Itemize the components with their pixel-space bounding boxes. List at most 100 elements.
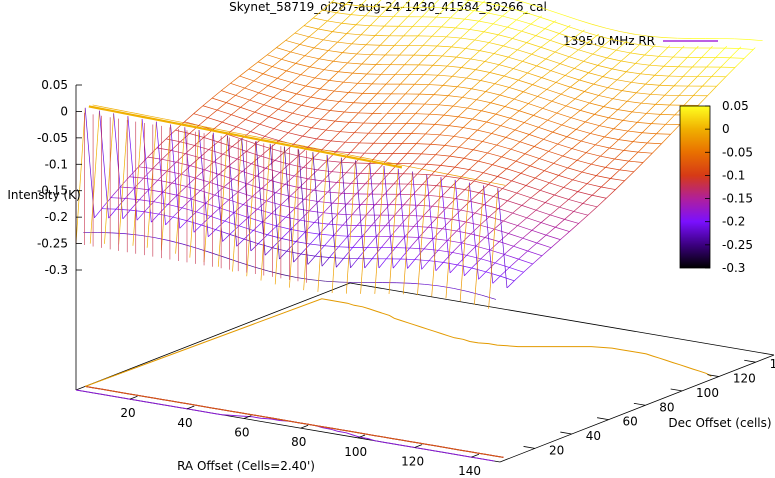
mesh-line [315, 255, 330, 258]
mesh-line [299, 145, 310, 155]
mesh-line [310, 279, 326, 282]
mesh-line [445, 7, 460, 10]
mesh-line [401, 43, 411, 54]
mesh-line [575, 59, 586, 68]
mesh-line [334, 50, 345, 60]
mesh-line [407, 257, 417, 269]
mesh-line [734, 38, 749, 40]
mesh-line [420, 53, 431, 64]
mesh-line [551, 31, 562, 40]
mesh-line [581, 71, 591, 79]
mesh-line [350, 81, 360, 91]
mesh-line [597, 165, 608, 175]
mesh-line [642, 92, 653, 102]
mesh-line [329, 40, 340, 50]
mesh-line [482, 70, 492, 80]
mesh-line [537, 27, 548, 35]
mesh-line [514, 98, 529, 104]
mesh-line [286, 250, 302, 255]
mesh-line [580, 110, 595, 115]
mesh-line [439, 63, 450, 74]
mesh-line [215, 229, 230, 235]
mesh-line [334, 151, 349, 156]
mesh-line [392, 256, 403, 269]
mesh-line [464, 18, 479, 22]
mesh-line [703, 45, 713, 56]
mesh-line [391, 162, 406, 167]
mesh-line [497, 176, 512, 182]
mesh-line [404, 0, 411, 6]
mesh-line [447, 0, 455, 7]
mesh-line [509, 191, 519, 200]
mesh-line [330, 69, 341, 79]
mesh-line [509, 18, 519, 26]
mesh-line [129, 176, 144, 179]
y-axis: 20 40 60 80 100 120 140 [523, 357, 775, 457]
mesh-line [534, 146, 549, 152]
mesh-line [561, 55, 572, 63]
mesh-line [496, 74, 507, 83]
mesh-line [689, 74, 700, 85]
mesh-line [126, 233, 141, 236]
mesh-line [475, 245, 491, 251]
mesh-line [325, 129, 341, 133]
mesh-line [313, 17, 328, 22]
mesh-line [245, 228, 256, 238]
mesh-line [520, 249, 530, 258]
mesh-line [550, 70, 566, 76]
mesh-line [496, 252, 507, 262]
mesh-line [286, 70, 301, 76]
mesh-line [497, 4, 512, 9]
mesh-line [518, 79, 533, 85]
mesh-line [553, 163, 568, 169]
mesh-line [414, 259, 430, 262]
mesh-line [520, 101, 531, 110]
mesh-line [232, 178, 248, 185]
mesh-line [359, 245, 370, 257]
contour-lines [75, 298, 712, 462]
mesh-line [431, 174, 446, 177]
mesh-line [340, 157, 351, 268]
mesh-line [663, 37, 678, 39]
mesh-line [289, 122, 300, 132]
mesh-line [499, 94, 515, 100]
mesh-line [428, 15, 439, 25]
mesh-line [474, 139, 485, 149]
mesh-line [248, 174, 259, 183]
mesh-line [588, 173, 599, 183]
mesh-line [494, 14, 505, 23]
mesh-line [631, 81, 646, 85]
mesh-line [570, 48, 581, 56]
mesh-line [574, 170, 585, 179]
mesh-line [372, 43, 383, 54]
mesh-line [694, 83, 705, 95]
mesh-line [467, 107, 482, 112]
mesh-line [554, 194, 569, 200]
mesh-line [515, 270, 526, 280]
mesh-line [468, 169, 484, 174]
mesh-line [573, 211, 589, 216]
mesh-line [541, 181, 552, 190]
mesh-line [344, 212, 355, 224]
mesh-line [510, 257, 521, 267]
mesh-line [596, 175, 611, 179]
mesh-line [530, 94, 540, 103]
mesh-line [413, 151, 424, 162]
mesh-line [581, 171, 597, 176]
mesh-line [481, 40, 492, 50]
mesh-line [478, 89, 488, 99]
mesh-line [270, 107, 281, 116]
mesh-line [567, 167, 583, 173]
mesh-line [314, 77, 330, 81]
x-tick-label: 120 [401, 455, 424, 469]
mesh-line [491, 133, 506, 138]
mesh-line [245, 119, 260, 125]
mesh-line [478, 269, 488, 280]
mesh-line [351, 140, 362, 151]
mesh-line [614, 158, 629, 162]
mesh-line [350, 152, 365, 154]
mesh-line [456, 230, 471, 235]
mesh-line [447, 65, 462, 68]
mesh-line [586, 112, 597, 121]
mesh-line [306, 220, 317, 231]
